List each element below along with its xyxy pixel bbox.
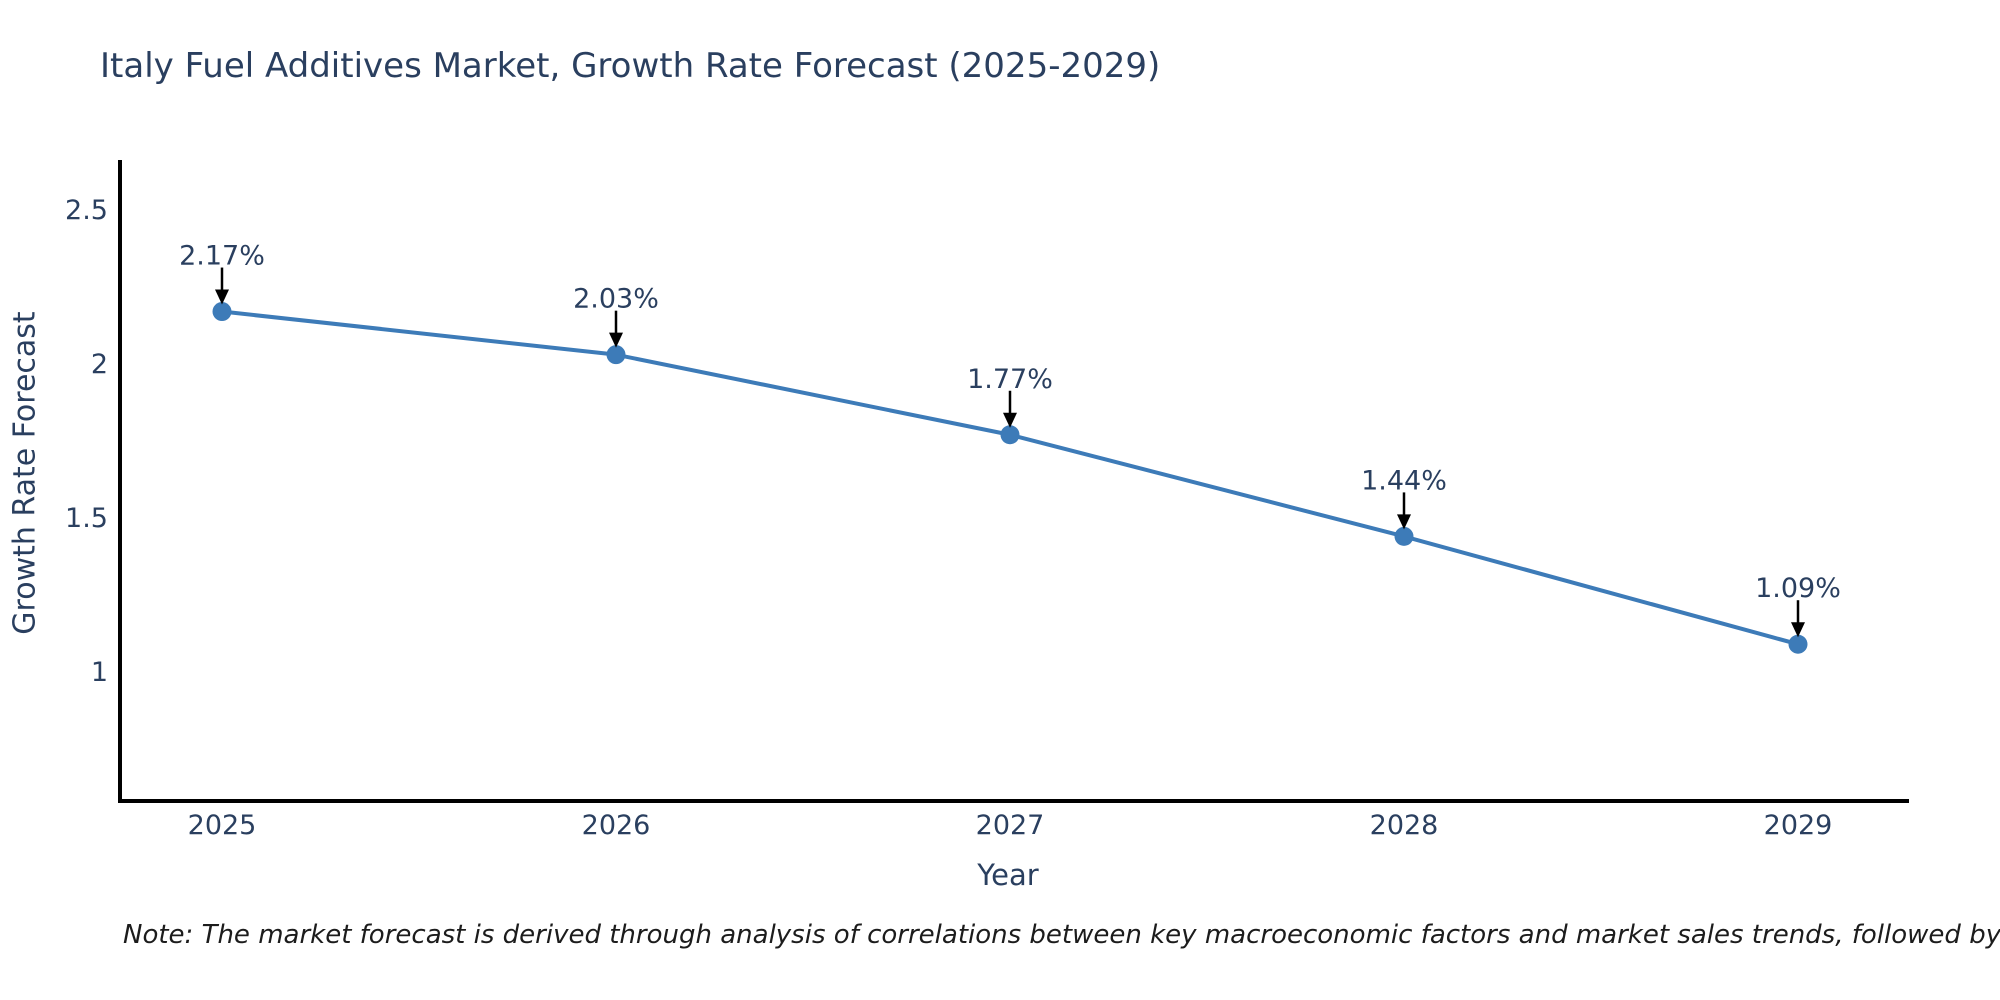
data-point-marker-2026 (606, 345, 626, 365)
x-tick-label-2025: 2025 (188, 810, 257, 841)
x-tick-label-2026: 2026 (582, 810, 651, 841)
x-axis-title: Year (977, 858, 1039, 892)
annotation-arrowhead-icon (215, 289, 229, 305)
data-point-marker-2025 (212, 302, 232, 322)
footnote: Note: The market forecast is derived thr… (123, 920, 2000, 950)
annotation-arrowhead-icon (1791, 622, 1805, 638)
x-tick-label-2029: 2029 (1764, 810, 1833, 841)
y-tick-label-2: 2 (91, 349, 108, 380)
annotation-label-2029: 1.09% (1755, 573, 1841, 604)
annotation-arrowhead-icon (609, 332, 623, 348)
annotation-arrowhead-icon (1003, 412, 1017, 428)
annotation-label-2027: 1.77% (967, 364, 1053, 395)
annotation-label-2026: 2.03% (573, 284, 659, 315)
annotation-label-2025: 2.17% (179, 241, 265, 272)
y-tick-label-2.5: 2.5 (65, 195, 108, 226)
y-tick-label-1.5: 1.5 (65, 503, 108, 534)
x-tick-label-2028: 2028 (1370, 810, 1439, 841)
annotation-arrowhead-icon (1397, 514, 1411, 530)
data-point-marker-2027 (1000, 425, 1020, 445)
data-point-marker-2028 (1394, 526, 1414, 546)
annotation-label-2028: 1.44% (1361, 465, 1447, 496)
series-line (220, 309, 1800, 647)
data-point-marker-2029 (1788, 634, 1808, 654)
chart-title: Italy Fuel Additives Market, Growth Rate… (100, 46, 1161, 86)
x-tick-label-2027: 2027 (976, 810, 1045, 841)
y-tick-label-1: 1 (91, 657, 108, 688)
